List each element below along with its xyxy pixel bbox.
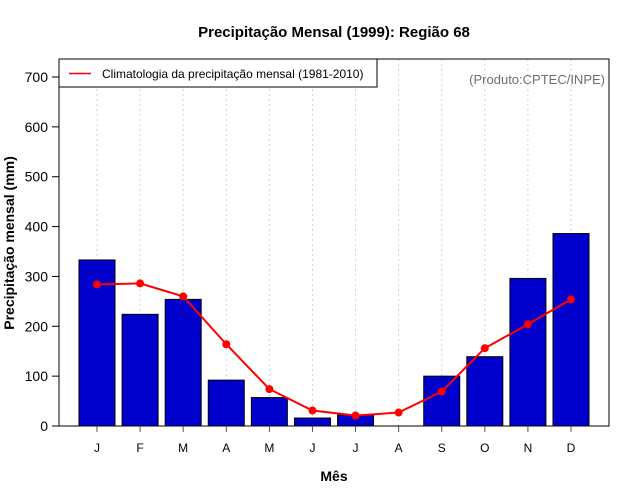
x-tick-label: D (567, 441, 576, 455)
y-tick-label: 100 (25, 368, 49, 384)
bar-11 (552, 233, 590, 427)
legend-entry-climatology: Climatologia da precipitação mensal (198… (102, 67, 363, 81)
x-tick-label: M (178, 441, 188, 455)
climatology-line (93, 279, 575, 420)
y-tick-label: 0 (40, 418, 48, 434)
y-tick-label: 600 (25, 119, 49, 135)
climatology-point-7 (394, 408, 403, 417)
bar-4 (250, 397, 288, 427)
x-tick-label: A (395, 441, 403, 455)
climatology-point-2 (179, 292, 188, 301)
x-tick-label: N (524, 441, 533, 455)
x-tick-label: J (309, 441, 315, 455)
climatology-point-4 (265, 385, 274, 394)
x-tick-label: O (480, 441, 489, 455)
x-tick-label: S (438, 441, 446, 455)
bar-2 (164, 298, 202, 427)
climatology-polyline (96, 282, 572, 417)
x-axis-label: Mês (320, 468, 347, 484)
x-tick-label: F (136, 441, 143, 455)
bar-3 (207, 379, 245, 427)
y-axis: 0 100 200 300 400 500 600 700 (25, 69, 59, 434)
y-tick-label: 700 (25, 69, 49, 85)
bar-8 (423, 375, 461, 427)
y-tick-label: 300 (25, 268, 49, 284)
climatology-point-3 (222, 340, 231, 349)
climatology-point-0 (93, 280, 101, 289)
climatology-point-10 (523, 320, 532, 329)
climatology-point-6 (351, 411, 360, 420)
climatology-point-11 (567, 295, 575, 304)
bar-5 (293, 417, 331, 427)
y-tick-label: 500 (25, 169, 49, 185)
x-tick-label: A (222, 441, 230, 455)
y-axis-label: Precipitação mensal (mm) (1, 156, 17, 330)
y-tick-label: 400 (25, 219, 49, 235)
credit-annotation: (Produto:CPTEC/INPE) (469, 72, 605, 87)
climatology-point-5 (308, 406, 317, 415)
bar-1 (121, 313, 159, 427)
x-tick-label: J (353, 441, 359, 455)
x-tick-label: J (94, 441, 100, 455)
bar-9 (466, 356, 504, 427)
climatology-point-1 (136, 279, 145, 288)
bar-10 (509, 277, 547, 427)
legend-box (58, 58, 378, 88)
chart-title: Precipitação Mensal (1999): Região 68 (198, 24, 470, 41)
legend: Climatologia da precipitação mensal (198… (58, 58, 378, 88)
climatology-point-9 (480, 344, 489, 353)
climatology-point-8 (437, 387, 446, 396)
bars (78, 233, 590, 427)
y-tick-label: 200 (25, 318, 49, 334)
x-tick-label: M (264, 441, 274, 455)
